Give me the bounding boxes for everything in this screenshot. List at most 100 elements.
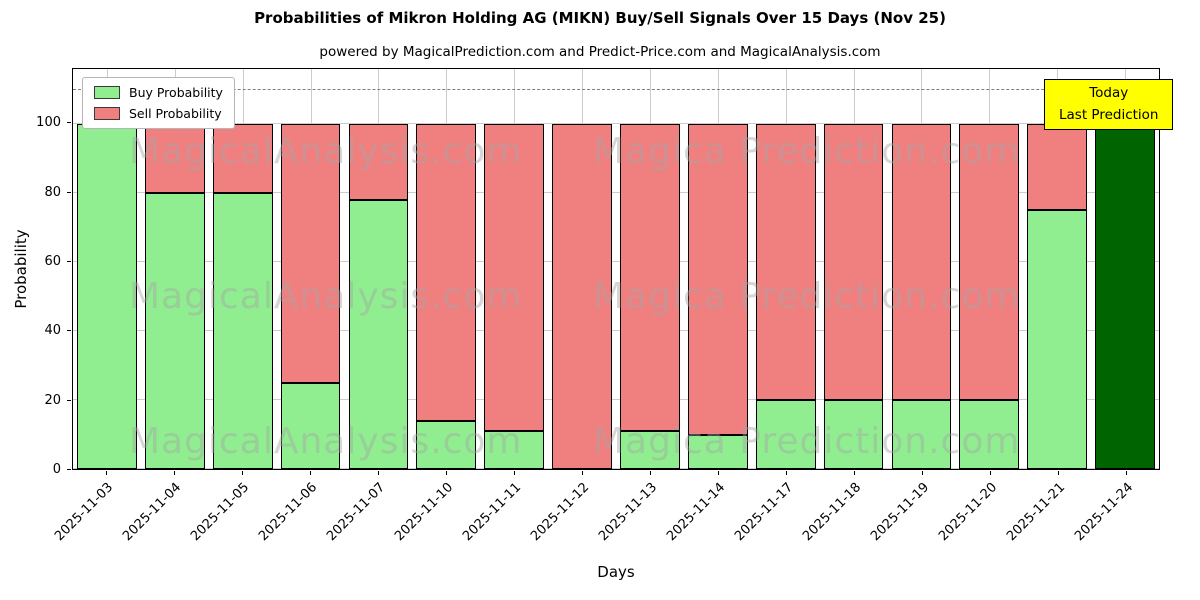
bar-segment-buy	[620, 431, 680, 469]
bar-group	[348, 69, 409, 469]
bar-group	[77, 69, 137, 469]
bar-segment-sell	[484, 124, 545, 432]
watermark-text: Magica Prediction.com	[593, 131, 1021, 172]
bar-segment-buy	[755, 400, 816, 469]
bar-segment-sell	[144, 124, 205, 194]
x-tick-label: 2025-11-18	[800, 480, 865, 545]
chart-subtitle: powered by MagicalPrediction.com and Pre…	[319, 44, 881, 60]
bar-segment-buy	[77, 124, 137, 469]
bar-segment-sell	[755, 124, 816, 401]
bar-segment-sell	[1027, 124, 1088, 211]
bar-segment-sell	[348, 124, 409, 201]
x-tick-mark	[1126, 471, 1127, 475]
bar-segment-buy	[484, 431, 545, 469]
bar-group	[755, 69, 816, 469]
legend-label-buy: Buy Probability	[129, 85, 223, 100]
y-tick-label: 40	[44, 323, 61, 339]
x-tick-label: 2025-11-07	[324, 480, 389, 545]
y-tick-label: 0	[52, 462, 61, 477]
bar-group	[484, 69, 545, 469]
y-tick-label: 100	[36, 115, 61, 131]
x-tick-mark	[990, 471, 991, 475]
x-tick-label: 2025-11-06	[256, 480, 321, 545]
y-axis-ticks: 0 20 40 60 80 100	[0, 68, 72, 477]
annotation-line-today: Today	[1089, 85, 1129, 101]
bar-group	[959, 69, 1020, 469]
x-tick-label: 2025-11-17	[732, 480, 797, 545]
bar-segment-buy	[891, 400, 952, 469]
x-tick-mark	[378, 471, 379, 475]
watermark-layer: MagicalAnalysis.com Magica Prediction.com…	[73, 69, 1159, 469]
x-tick-mark	[854, 471, 855, 475]
bar-segment-buy	[823, 400, 884, 469]
bar-group	[280, 69, 341, 469]
bar-group	[212, 69, 273, 469]
bar-segment-sell	[416, 124, 477, 421]
x-tick-label: 2025-11-14	[664, 480, 729, 545]
bar-segment-buy	[212, 193, 273, 469]
horizontal-gridline	[73, 468, 1159, 469]
x-tick-mark	[1058, 471, 1059, 475]
y-tick-mark	[67, 191, 71, 193]
bar-segment-buy	[959, 400, 1020, 469]
x-tick-mark	[446, 471, 447, 475]
x-tick-label: 2025-11-03	[52, 480, 117, 545]
bar-segment-sell	[823, 124, 884, 401]
horizontal-gridline	[73, 330, 1159, 332]
x-axis-label: Days	[597, 563, 635, 581]
horizontal-gridline	[73, 123, 1159, 125]
buy-probability-swatch	[94, 86, 120, 99]
y-tick-mark	[67, 399, 71, 401]
bar-group	[1095, 69, 1155, 469]
bar-segment-sell	[959, 124, 1020, 401]
legend-item-buy: Buy Probability	[94, 85, 223, 100]
x-tick-label: 2025-11-13	[596, 480, 661, 545]
x-tick-label: 2025-11-24	[1072, 480, 1137, 545]
sell-probability-swatch	[94, 107, 120, 120]
watermark-text: MagicalAnalysis.com	[129, 131, 523, 172]
bar-group	[687, 69, 748, 469]
x-tick-mark	[106, 471, 107, 475]
watermark-text: MagicalAnalysis.com	[129, 421, 523, 462]
bars-layer	[73, 69, 1159, 469]
horizontal-gridline	[73, 261, 1159, 263]
watermark-text: Magica Prediction.com	[593, 276, 1021, 317]
y-tick-label: 80	[44, 184, 61, 200]
bar-segment-buy	[416, 420, 477, 469]
x-tick-mark	[174, 471, 175, 475]
bar-group	[416, 69, 477, 469]
bar-group	[144, 69, 205, 469]
legend-item-sell: Sell Probability	[94, 106, 223, 121]
y-tick-mark	[67, 469, 71, 470]
x-tick-mark	[582, 471, 583, 475]
y-tick-mark	[67, 122, 71, 124]
today-annotation-box: Today Last Prediction	[1044, 79, 1174, 131]
legend: Buy Probability Sell Probability	[82, 77, 235, 129]
chart-title: Probabilities of Mikron Holding AG (MIKN…	[254, 9, 946, 27]
dashed-threshold-line	[73, 88, 1159, 90]
x-tick-label: 2025-11-04	[120, 480, 185, 545]
bar-segment-sell	[212, 124, 273, 194]
bar-segment-buy	[280, 382, 341, 469]
bar-segment-sell	[620, 124, 680, 432]
legend-label-sell: Sell Probability	[129, 106, 222, 121]
x-tick-label: 2025-11-05	[188, 480, 253, 545]
watermark-text: Magica Prediction.com	[593, 421, 1021, 462]
watermark-text: MagicalAnalysis.com	[129, 276, 523, 317]
x-tick-mark	[242, 471, 243, 475]
horizontal-gridline	[73, 192, 1159, 194]
x-tick-label: 2025-11-11	[460, 480, 525, 545]
x-tick-mark	[922, 471, 923, 475]
horizontal-gridline	[73, 399, 1159, 401]
bar-segment-sell	[891, 124, 952, 401]
bar-segment-buy	[348, 200, 409, 469]
x-tick-mark	[718, 471, 719, 475]
bar-segment-sell	[280, 124, 341, 383]
x-tick-mark	[786, 471, 787, 475]
bar-segment-buy	[687, 434, 748, 469]
y-tick-mark	[67, 261, 71, 263]
bar-group	[891, 69, 952, 469]
bar-segment-buy	[1027, 210, 1088, 469]
y-tick-label: 20	[44, 392, 61, 408]
